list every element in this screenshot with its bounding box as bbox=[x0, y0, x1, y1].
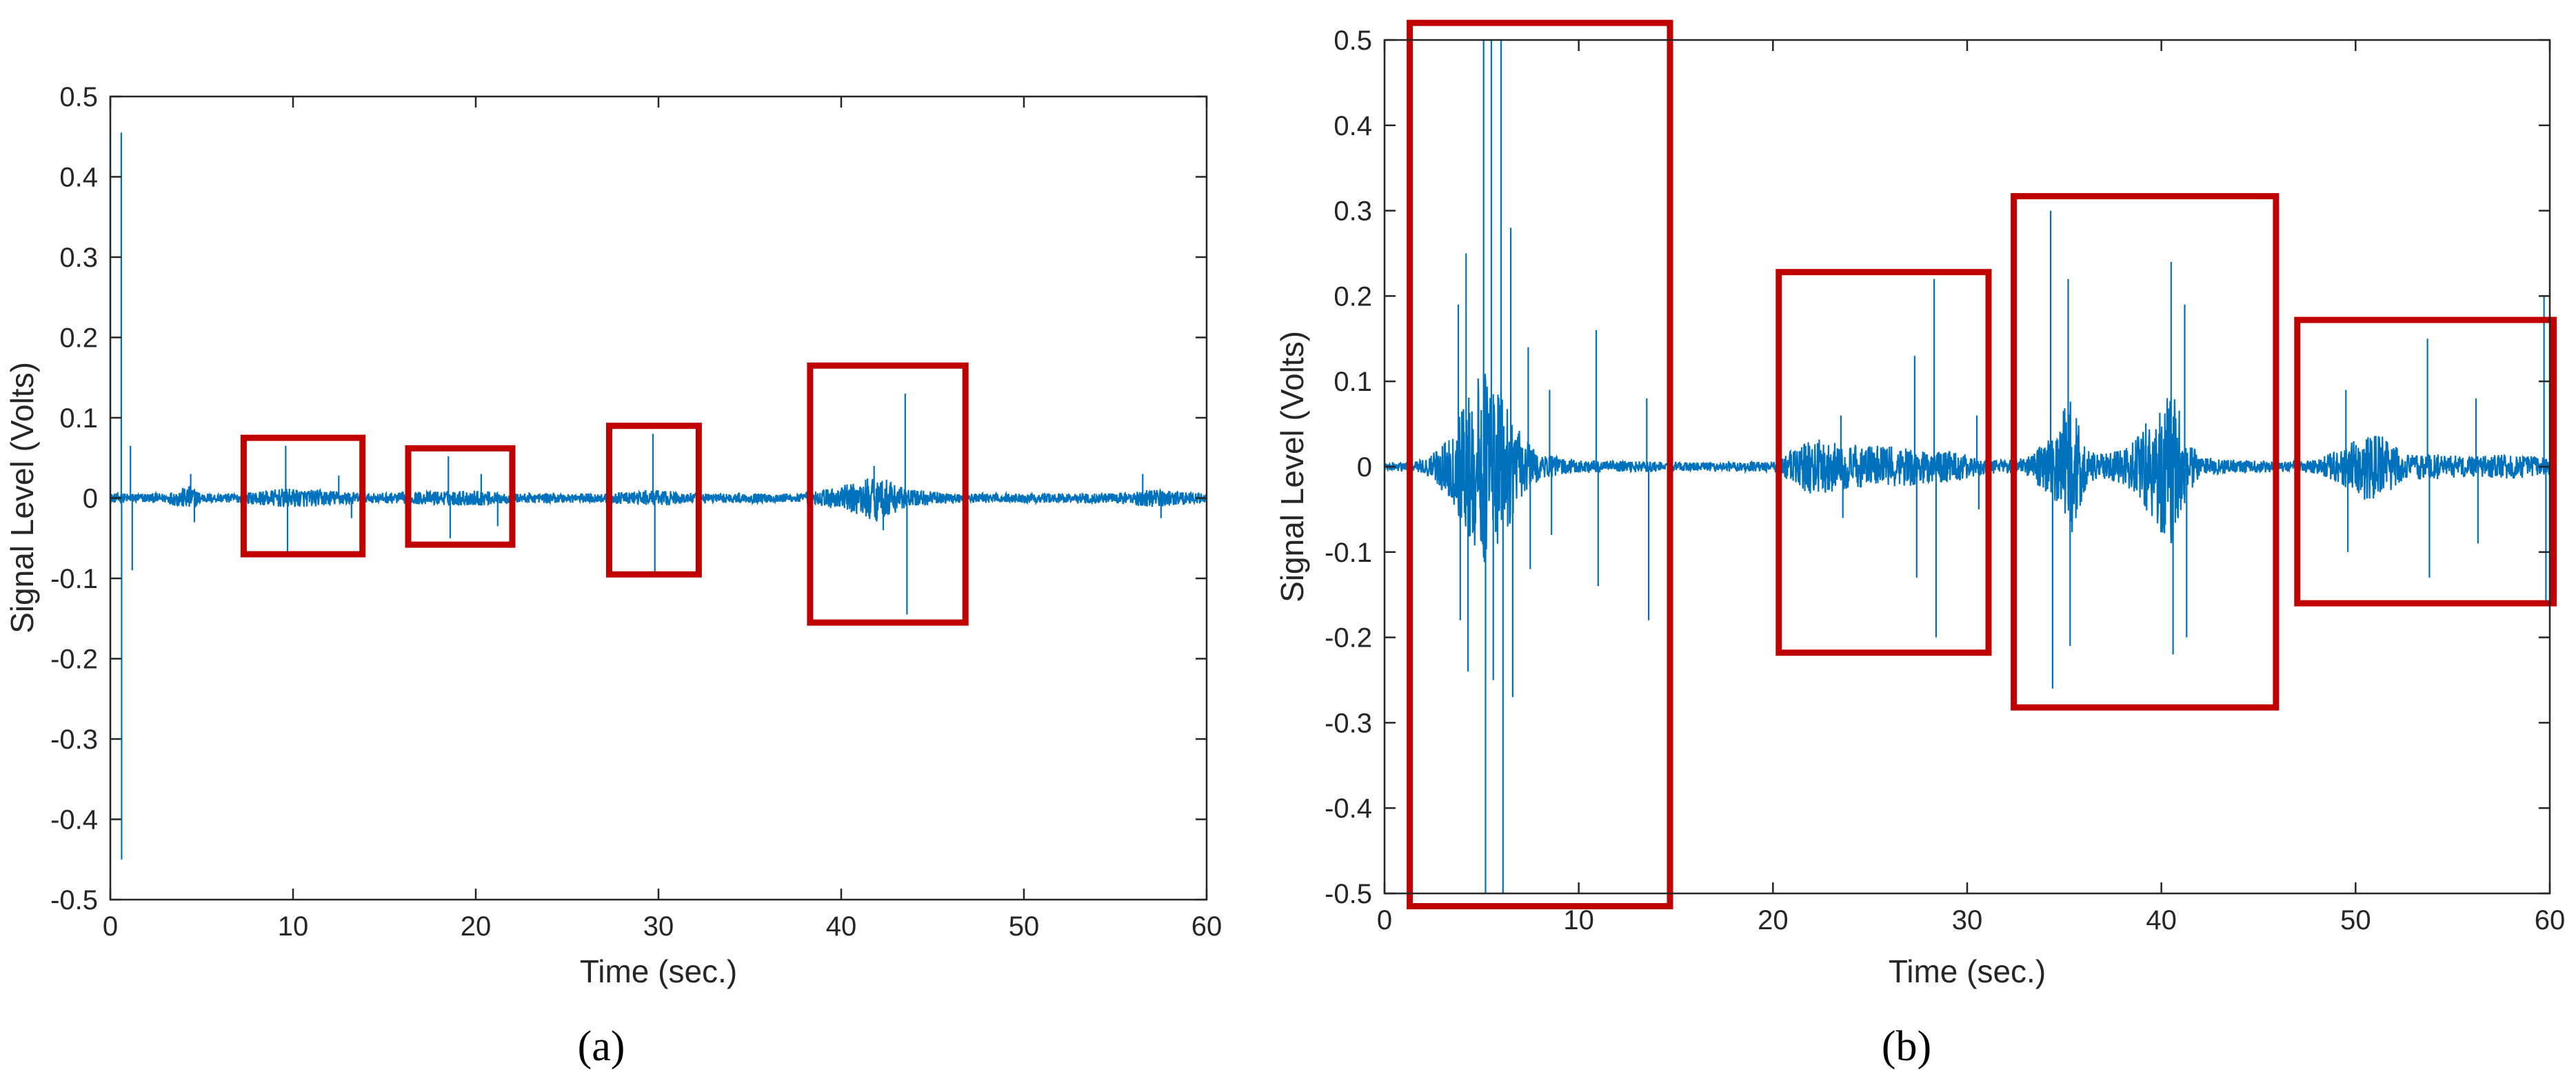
panel-b-x-tick-label: 60 bbox=[2535, 905, 2566, 935]
panel-a-x-axis-label: Time (sec.) bbox=[580, 953, 737, 989]
panel-b-x-tick-label: 50 bbox=[2340, 905, 2371, 935]
panel-b-y-tick-label: 0.3 bbox=[1334, 196, 1372, 227]
panel-b-y-tick-label: 0.5 bbox=[1334, 26, 1372, 56]
panel-a-y-tick-label: -0.4 bbox=[50, 805, 98, 836]
panel-a-y-tick-label: 0.1 bbox=[59, 403, 98, 434]
panel-a-y-tick-label: 0.4 bbox=[59, 163, 98, 193]
panel-b-highlight-box-3 bbox=[2011, 193, 2280, 711]
panel-b-highlight-box-1 bbox=[1407, 19, 1673, 910]
panel-a-y-tick-label: 0.2 bbox=[59, 323, 98, 354]
panel-a-highlight-box-1 bbox=[240, 434, 366, 558]
panel-a-x-tick-label: 10 bbox=[278, 911, 309, 942]
panel-b-highlight-layer bbox=[1407, 19, 2557, 910]
panel-a-signal-trace bbox=[110, 478, 1207, 522]
panel-a-x-tick-label: 40 bbox=[826, 911, 857, 942]
panel-a-x-tick-label: 30 bbox=[643, 911, 674, 942]
chart-panel-b: 0 10 20 30 40 50 60 -0.5 -0.4 -0.3 -0.2 -0.1 0 0.1 0.2… bbox=[1274, 19, 2565, 1070]
panel-a-y-tick-label: 0.5 bbox=[59, 82, 98, 112]
panel-a-highlight-box-2 bbox=[405, 445, 516, 548]
panel-b-x-tick-label: 40 bbox=[2146, 905, 2177, 935]
panel-a-plot-layer bbox=[110, 132, 1207, 860]
panel-b-ticks-layer: 0 10 20 30 40 50 60 -0.5 -0.4 -0.3 -0.2 -0.1 0 0.1 0.2… bbox=[1325, 26, 2565, 935]
panel-a-y-tick-label: 0 bbox=[83, 484, 98, 514]
panel-b-y-tick-label: 0 bbox=[1357, 452, 1372, 483]
panel-a-x-tick-label: 20 bbox=[461, 911, 492, 942]
chart-panel-a: 0 10 20 30 40 50 60 -0.5 -0.4 -0.3 -0.2 -0.1 0 0.1 0.2… bbox=[4, 82, 1222, 1070]
panel-a-y-tick-label: 0.3 bbox=[59, 243, 98, 273]
panel-b-x-tick-label: 20 bbox=[1758, 905, 1789, 935]
panel-b-plot-layer bbox=[1385, 40, 2550, 893]
panel-b-x-tick-label: 10 bbox=[1563, 905, 1594, 935]
panel-b-y-tick-label: 0.2 bbox=[1334, 281, 1372, 312]
panel-a-caption: (a) bbox=[578, 1023, 625, 1070]
panel-a-y-tick-label: -0.1 bbox=[50, 564, 98, 594]
panel-a-highlight-box-4 bbox=[807, 362, 969, 626]
panel-a-x-tick-label: 60 bbox=[1191, 911, 1222, 942]
panel-b-y-tick-label: -0.3 bbox=[1325, 708, 1372, 738]
panel-a-y-tick-label: -0.5 bbox=[50, 885, 98, 915]
panel-a-y-axis-label: Signal Level (Volts) bbox=[4, 362, 40, 634]
panel-b-y-tick-label: -0.1 bbox=[1325, 538, 1372, 568]
panel-a-ticks-layer: 0 10 20 30 40 50 60 -0.5 -0.4 -0.3 -0.2 -0.1 0 0.1 0.2… bbox=[50, 82, 1222, 942]
panel-b-x-tick-label: 30 bbox=[1952, 905, 1983, 935]
panel-b-y-tick-label: -0.5 bbox=[1325, 879, 1372, 909]
panel-b-signal-trace bbox=[1385, 374, 2550, 563]
panel-b-y-tick-label: 0.1 bbox=[1334, 367, 1372, 397]
panel-b-y-tick-label: -0.4 bbox=[1325, 793, 1372, 824]
panel-a-y-tick-label: -0.2 bbox=[50, 645, 98, 675]
panel-b-x-tick-label: 0 bbox=[1377, 905, 1392, 935]
panel-b-caption: (b) bbox=[1882, 1023, 1931, 1070]
panel-a-x-tick-label: 50 bbox=[1009, 911, 1040, 942]
panel-a-y-tick-label: -0.3 bbox=[50, 725, 98, 755]
panel-b-highlight-box-2 bbox=[1775, 269, 1992, 656]
panel-b-y-axis-label: Signal Level (Volts) bbox=[1274, 331, 1310, 603]
panel-a-highlight-box-3 bbox=[606, 423, 702, 578]
panel-b-highlight-box-4 bbox=[2294, 316, 2557, 607]
panel-a-x-tick-label: 0 bbox=[103, 911, 118, 942]
panel-b-x-axis-label: Time (sec.) bbox=[1889, 953, 2046, 989]
panel-b-y-tick-label: -0.2 bbox=[1325, 623, 1372, 654]
panel-a-highlight-layer bbox=[240, 362, 969, 626]
panel-b-y-tick-label: 0.4 bbox=[1334, 111, 1372, 141]
